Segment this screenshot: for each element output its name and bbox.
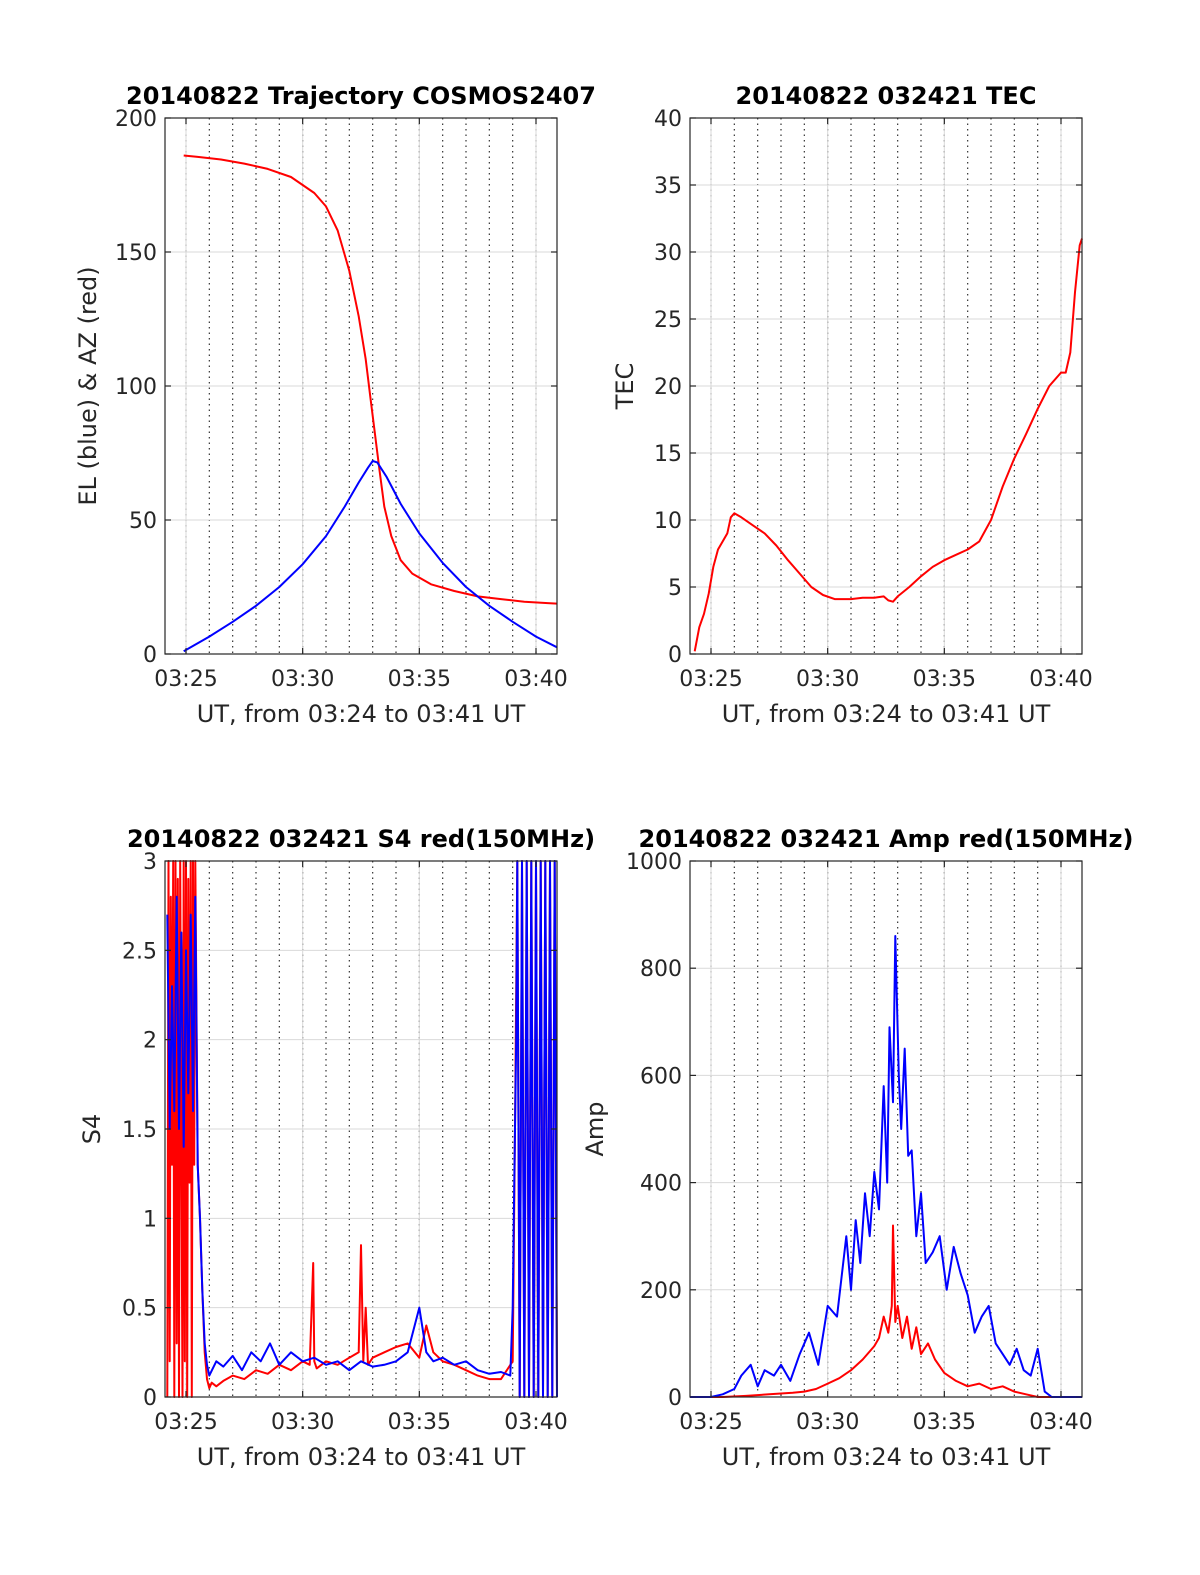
chart-title: 20140822 032421 TEC — [736, 82, 1037, 110]
x-tick-label: 03:40 — [504, 667, 567, 692]
chart-title: 20140822 032421 Amp red(150MHz) — [639, 825, 1134, 853]
x-tick-label: 03:30 — [271, 667, 334, 692]
y-tick-label: 100 — [115, 375, 157, 400]
y-tick-label: 600 — [640, 1064, 682, 1089]
x-tick-label: 03:25 — [679, 667, 742, 692]
chart-title: 20140822 032421 S4 red(150MHz) — [127, 825, 595, 853]
y-tick-label: 200 — [115, 107, 157, 132]
y-tick-label: 1000 — [626, 850, 682, 875]
x-tick-label: 03:25 — [679, 1410, 742, 1435]
y-tick-label: 800 — [640, 957, 682, 982]
x-tick-label: 03:35 — [388, 1410, 451, 1435]
data-lines — [183, 154, 558, 653]
y-tick-label: 30 — [654, 241, 682, 266]
series-line-1 — [183, 460, 558, 653]
y-tick-label: 25 — [654, 308, 682, 333]
data-lines — [690, 935, 1082, 1398]
x-tick-label: 03:30 — [796, 667, 859, 692]
x-axis-label: UT, from 03:24 to 03:41 UT — [722, 700, 1051, 728]
x-tick-label: 03:35 — [913, 1410, 976, 1435]
y-tick-label: 1 — [143, 1207, 157, 1232]
tec-chart: 03:25 03:30 03:35 03:40 0 5 10 15 20 25 30 35 40 201… — [611, 82, 1093, 728]
series-line-1 — [690, 935, 1082, 1398]
grid — [690, 860, 1082, 1398]
y-axis-label: Amp — [581, 1101, 609, 1156]
y-tick-label: 1.5 — [122, 1118, 157, 1143]
y-tick-label: 3 — [143, 850, 157, 875]
s4-chart: 03:25 03:30 03:35 03:40 0 0.5 1 1.5 2 2.5 3 201408… — [78, 825, 595, 1471]
x-tick-label: 03:25 — [154, 667, 217, 692]
x-axis-label: UT, from 03:24 to 03:41 UT — [197, 1443, 526, 1471]
y-tick-label: 15 — [654, 442, 682, 467]
axis-ticks: 03:25 03:30 03:35 03:40 0 0.5 1 1.5 2 2.5 3 — [122, 850, 568, 1435]
x-tick-label: 03:40 — [1029, 667, 1092, 692]
y-tick-label: 40 — [654, 107, 682, 132]
series-line-0 — [690, 1224, 1082, 1398]
y-tick-label: 2 — [143, 1029, 157, 1054]
x-tick-label: 03:30 — [271, 1410, 334, 1435]
y-tick-label: 0 — [143, 643, 157, 668]
x-axis-label: UT, from 03:24 to 03:41 UT — [722, 1443, 1051, 1471]
y-tick-label: 10 — [654, 509, 682, 534]
series-line-0 — [693, 238, 1083, 652]
axis-ticks: 03:25 03:30 03:35 03:40 0 50 100 150 200 — [115, 107, 568, 692]
grid — [165, 117, 557, 655]
y-tick-label: 20 — [654, 375, 682, 400]
data-lines — [693, 238, 1083, 652]
y-tick-label: 0.5 — [122, 1297, 157, 1322]
x-tick-label: 03:40 — [1029, 1410, 1092, 1435]
y-axis-label: TEC — [611, 363, 639, 411]
amp-chart: 03:25 03:30 03:35 03:40 0 200 400 600 800 1000 20… — [581, 825, 1133, 1471]
y-tick-label: 50 — [129, 509, 157, 534]
y-tick-label: 0 — [143, 1386, 157, 1411]
y-tick-label: 35 — [654, 174, 682, 199]
x-tick-label: 03:35 — [913, 667, 976, 692]
y-tick-label: 2.5 — [122, 939, 157, 964]
data-lines — [166, 860, 558, 1398]
y-axis-label: S4 — [78, 1114, 106, 1145]
y-tick-label: 0 — [668, 1386, 682, 1411]
x-axis-label: UT, from 03:24 to 03:41 UT — [197, 700, 526, 728]
series-line-1 — [166, 860, 558, 1398]
x-tick-label: 03:25 — [154, 1410, 217, 1435]
axes-box — [689, 860, 1083, 1398]
series-line-0 — [183, 154, 558, 605]
trajectory-chart: 03:25 03:30 03:35 03:40 0 50 100 150 200 2014082… — [74, 82, 596, 728]
y-tick-label: 5 — [668, 576, 682, 601]
y-axis-label: EL (blue) & AZ (red) — [74, 266, 102, 505]
y-tick-label: 200 — [640, 1279, 682, 1304]
x-tick-label: 03:35 — [388, 667, 451, 692]
chart-title: 20140822 Trajectory COSMOS2407 — [126, 82, 596, 110]
axis-ticks: 03:25 03:30 03:35 03:40 0 200 400 600 800 1000 — [626, 850, 1093, 1435]
axis-ticks: 03:25 03:30 03:35 03:40 0 5 10 15 20 25 30 35 40 — [654, 107, 1093, 692]
x-tick-label: 03:30 — [796, 1410, 859, 1435]
y-tick-label: 400 — [640, 1172, 682, 1197]
x-tick-label: 03:40 — [504, 1410, 567, 1435]
y-tick-label: 0 — [668, 643, 682, 668]
y-tick-label: 150 — [115, 241, 157, 266]
